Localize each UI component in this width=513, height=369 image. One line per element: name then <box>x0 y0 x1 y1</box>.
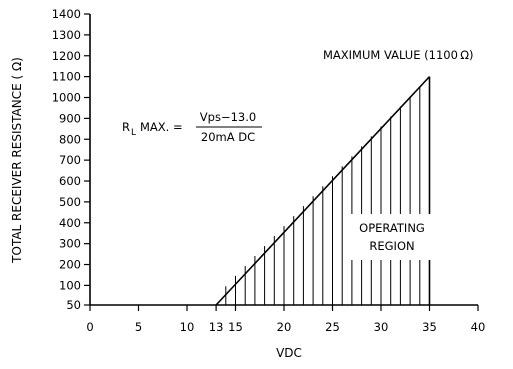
y-tick-label: 900 <box>59 111 81 125</box>
x-tick-label: 40 <box>471 320 486 334</box>
x-tick-label: 35 <box>422 320 437 334</box>
formula-r: R <box>122 120 130 134</box>
x-axis-title: VDC <box>276 346 302 360</box>
y-tick-label: 800 <box>59 132 81 146</box>
y-tick-label: 1200 <box>52 49 81 63</box>
x-tick-label: 15 <box>228 320 243 334</box>
y-axis-ticks: 50 100 200 300 400 500 600 700 800 900 1000 1100 120… <box>52 7 90 312</box>
formula-r-subscript: L <box>131 128 136 138</box>
x-tick-label: 10 <box>180 320 195 334</box>
y-tick-label: 1000 <box>52 91 81 105</box>
y-tick-label: 1300 <box>52 28 81 42</box>
y-tick-label: 400 <box>59 216 81 230</box>
y-axis-title: TOTAL RECEIVER RESISTANCE ( Ω) <box>10 57 24 264</box>
y-tick-label: 200 <box>59 258 81 272</box>
x-tick-label: 20 <box>277 320 292 334</box>
y-tick-label: 100 <box>59 278 81 292</box>
y-tick-label: 300 <box>59 237 81 251</box>
x-tick-label: 25 <box>325 320 340 334</box>
formula-denominator: 20mA DC <box>201 130 255 144</box>
x-axis-ticks: 0 5 10 13 15 20 25 30 35 40 <box>86 305 485 334</box>
x-tick-label: 5 <box>135 320 142 334</box>
formula-lhs: MAX. = <box>140 120 183 134</box>
y-tick-label: 1400 <box>52 7 81 21</box>
operating-region-outline <box>215 76 431 306</box>
region-label-line1: OPERATING <box>359 221 425 235</box>
x-tick-label: 0 <box>86 320 93 334</box>
x-tick-label: 30 <box>374 320 389 334</box>
region-label-line2: REGION <box>369 239 414 253</box>
max-resistance-line <box>215 76 431 306</box>
region-label-background <box>349 214 437 260</box>
x-tick-label: 13 <box>209 320 224 334</box>
max-value-label: MAXIMUM VALUE (1100 Ω) <box>323 48 473 62</box>
y-tick-label: 700 <box>59 153 81 167</box>
formula-numerator: Vps−13.0 <box>200 110 256 124</box>
y-tick-label: 600 <box>59 174 81 188</box>
y-tick-label: 50 <box>66 298 81 312</box>
y-tick-label: 1100 <box>52 70 81 84</box>
y-tick-label: 500 <box>59 195 81 209</box>
